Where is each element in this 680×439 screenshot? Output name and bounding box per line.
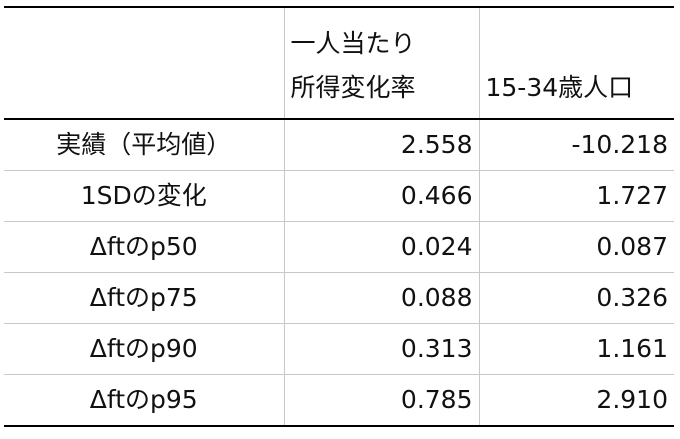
- header-cell-income-change: 一人当たり 所得変化率: [283, 7, 479, 120]
- cell-population: 2.910: [478, 374, 674, 426]
- row-label: Δftのp90: [4, 323, 284, 375]
- table-row: Δftのp75 0.088 0.326: [4, 272, 674, 324]
- statistics-table: 一人当たり 所得変化率 15-34歳人口 実績（平均値） 2.558 -10.2…: [4, 6, 674, 427]
- cell-income-change: 0.024: [283, 221, 479, 273]
- header-row: 一人当たり 所得変化率 15-34歳人口: [4, 7, 674, 120]
- table-row: 1SDの変化 0.466 1.727: [4, 170, 674, 222]
- row-label: 1SDの変化: [4, 170, 284, 222]
- header-cell-empty: [4, 7, 284, 120]
- cell-population: 0.087: [478, 221, 674, 273]
- table-row: Δftのp50 0.024 0.087: [4, 221, 674, 273]
- header-cell-population: 15-34歳人口: [478, 7, 674, 120]
- table-row: Δftのp95 0.785 2.910: [4, 374, 674, 426]
- row-label: Δftのp50: [4, 221, 284, 273]
- table-row: Δftのp90 0.313 1.161: [4, 323, 674, 375]
- cell-income-change: 2.558: [283, 119, 479, 171]
- row-label: Δftのp95: [89, 385, 198, 414]
- cell-income-change: 0.466: [283, 170, 479, 222]
- cell-population: 1.727: [478, 170, 674, 222]
- cell-income-change: 0.088: [283, 272, 479, 324]
- table-row: 実績（平均値） 2.558 -10.218: [4, 119, 674, 171]
- table-body: 実績（平均値） 2.558 -10.218 1SDの変化 0.466 1.727…: [4, 119, 674, 426]
- cell-income-change: 0.785: [283, 374, 479, 426]
- cell-population: 0.326: [478, 272, 674, 324]
- row-label: Δftのp75: [4, 272, 284, 324]
- cell-population: 1.161: [478, 323, 674, 375]
- header-income-line2: 所得変化率: [290, 73, 416, 102]
- table-header: 一人当たり 所得変化率 15-34歳人口: [4, 7, 674, 120]
- cell-income-change: 0.313: [283, 323, 479, 375]
- row-label: 実績（平均値）: [4, 119, 284, 171]
- cell-population: -10.218: [478, 119, 674, 171]
- header-income-line1: 一人当たり: [290, 29, 416, 58]
